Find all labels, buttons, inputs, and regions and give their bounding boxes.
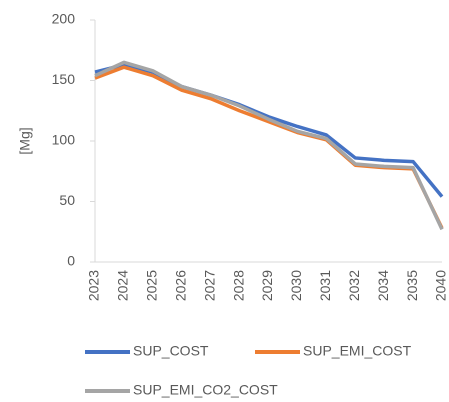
- legend-label: SUP_EMI_CO2_COST: [133, 382, 278, 398]
- series-line: [94, 65, 444, 229]
- y-tick-label: 100: [52, 132, 76, 148]
- y-tick-label: 150: [52, 71, 76, 87]
- x-tick-label: 2026: [172, 270, 188, 301]
- y-tick-label: 0: [67, 253, 75, 269]
- x-tick-label: 2028: [230, 270, 246, 301]
- x-tick-label: 2030: [288, 270, 304, 301]
- x-tick-label: 2029: [259, 270, 275, 301]
- x-tick-label: 2034: [375, 270, 391, 301]
- x-tick-label: 2040: [433, 270, 449, 301]
- x-tick-label: 2035: [404, 270, 420, 301]
- x-tick-label: 2023: [86, 270, 102, 301]
- y-tick-label: 50: [59, 192, 75, 208]
- series-line: [94, 60, 444, 231]
- x-tick-label: 2032: [346, 270, 362, 301]
- series-line: [94, 63, 444, 198]
- y-axis-label: [Mg]: [17, 127, 33, 154]
- x-tick-label: 2031: [317, 270, 333, 301]
- legend-label: SUP_EMI_COST: [303, 343, 412, 359]
- legend-label: SUP_COST: [133, 343, 209, 359]
- x-tick-label: 2025: [144, 270, 160, 301]
- x-tick-label: 2024: [115, 270, 131, 301]
- x-tick-label: 2027: [201, 270, 217, 301]
- y-tick-label: 200: [52, 11, 76, 27]
